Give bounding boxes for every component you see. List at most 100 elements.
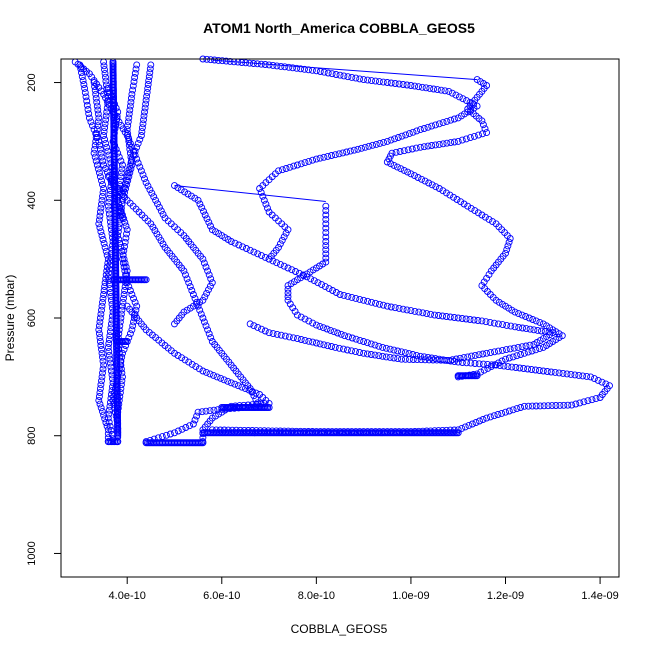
data-point xyxy=(425,356,433,364)
data-point xyxy=(147,220,155,228)
data-point xyxy=(482,318,490,326)
data-point xyxy=(375,78,383,86)
data-point xyxy=(530,341,538,348)
data-point xyxy=(292,268,299,275)
data-point xyxy=(105,418,113,426)
data-point xyxy=(352,294,360,302)
data-point xyxy=(320,153,328,161)
data-point xyxy=(413,356,421,364)
data-point xyxy=(512,364,520,371)
data-point xyxy=(284,289,292,297)
data-point xyxy=(503,321,511,329)
data-point xyxy=(474,209,482,217)
data-point xyxy=(308,66,316,74)
data-point xyxy=(391,135,399,143)
data-point xyxy=(139,171,147,179)
data-point xyxy=(312,67,320,75)
data-point xyxy=(316,68,324,75)
data-point xyxy=(348,334,356,342)
data-point xyxy=(186,283,194,291)
data-point xyxy=(98,302,106,310)
data-point xyxy=(154,200,161,208)
data-point xyxy=(124,118,132,126)
data-point xyxy=(364,297,372,305)
data-point xyxy=(394,134,402,141)
data-point xyxy=(141,175,148,183)
data-point xyxy=(82,93,90,101)
data-point xyxy=(602,380,610,388)
data-point xyxy=(262,200,270,208)
data-point xyxy=(99,357,107,365)
data-point xyxy=(360,76,368,84)
data-point xyxy=(400,166,408,174)
dense-segment xyxy=(114,338,131,345)
data-point xyxy=(293,311,301,319)
data-point xyxy=(479,416,487,423)
data-point xyxy=(372,77,379,85)
data-point xyxy=(465,421,473,429)
data-point xyxy=(98,373,106,381)
data-point xyxy=(99,157,107,165)
data-point xyxy=(390,346,398,354)
data-point xyxy=(430,85,438,93)
data-point xyxy=(450,314,458,321)
data-point xyxy=(204,267,212,275)
data-point xyxy=(138,124,146,132)
data-point xyxy=(463,97,470,105)
data-point xyxy=(290,162,298,170)
data-point xyxy=(484,364,492,372)
data-point xyxy=(532,366,539,374)
data-point xyxy=(386,353,394,361)
data-point xyxy=(340,291,348,299)
data-point xyxy=(101,66,108,74)
data-point xyxy=(91,86,99,94)
data-point xyxy=(96,208,104,216)
data-point xyxy=(126,330,134,338)
data-point xyxy=(208,279,216,287)
data-point xyxy=(480,366,488,374)
data-point xyxy=(356,75,364,83)
data-point xyxy=(205,330,213,338)
data-point xyxy=(556,401,564,409)
data-point xyxy=(390,354,398,362)
data-point xyxy=(258,252,265,260)
data-point xyxy=(98,377,105,385)
data-point xyxy=(99,369,106,377)
data-point xyxy=(464,353,472,361)
data-point xyxy=(103,143,111,151)
x-tick-label: 1.2e-09 xyxy=(487,590,524,602)
data-point xyxy=(301,159,309,167)
data-point xyxy=(516,364,524,372)
data-point xyxy=(278,166,286,174)
data-point xyxy=(548,402,556,410)
data-point xyxy=(123,230,130,238)
data-point xyxy=(286,163,294,171)
data-point xyxy=(343,148,351,156)
data-point xyxy=(85,70,93,78)
data-point xyxy=(91,141,99,149)
data-point xyxy=(284,264,292,272)
data-point xyxy=(211,56,218,64)
data-point xyxy=(476,417,483,425)
data-point xyxy=(442,189,450,197)
data-point xyxy=(106,422,114,430)
data-point xyxy=(428,142,436,149)
data-point xyxy=(238,383,246,391)
data-point xyxy=(193,412,201,420)
data-point xyxy=(96,334,104,342)
data-point xyxy=(125,110,133,118)
data-point xyxy=(276,240,284,248)
data-point xyxy=(99,298,106,306)
data-point xyxy=(99,353,106,361)
data-point xyxy=(520,365,528,372)
data-point xyxy=(539,367,547,375)
data-point xyxy=(328,70,336,78)
data-point xyxy=(269,61,277,69)
data-point xyxy=(544,402,552,410)
data-point xyxy=(76,61,84,69)
data-point xyxy=(105,406,113,414)
data-point xyxy=(121,287,129,294)
data-marks xyxy=(71,55,613,447)
data-point xyxy=(136,135,144,143)
